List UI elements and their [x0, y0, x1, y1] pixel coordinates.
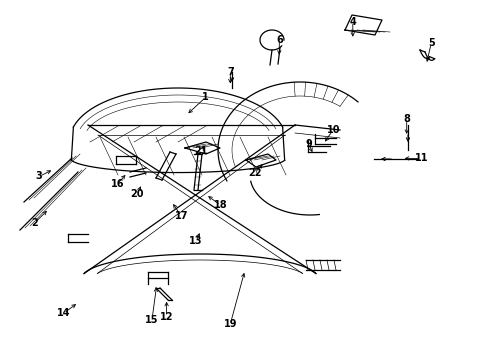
Text: 14: 14 — [57, 308, 71, 318]
Text: 22: 22 — [248, 168, 262, 178]
Text: 5: 5 — [428, 38, 435, 48]
Text: 10: 10 — [326, 125, 340, 135]
Text: 21: 21 — [194, 146, 208, 156]
Text: 9: 9 — [305, 139, 312, 149]
Text: 2: 2 — [31, 218, 38, 228]
Text: 15: 15 — [145, 315, 159, 325]
Text: 11: 11 — [415, 153, 428, 163]
Text: 1: 1 — [202, 92, 209, 102]
Text: 8: 8 — [403, 114, 410, 124]
Text: 19: 19 — [223, 319, 237, 329]
Text: 16: 16 — [111, 179, 124, 189]
Text: 18: 18 — [214, 200, 227, 210]
Text: 3: 3 — [36, 171, 43, 181]
Text: 7: 7 — [227, 67, 234, 77]
Text: 4: 4 — [349, 17, 356, 27]
Text: 6: 6 — [276, 35, 283, 45]
Text: 13: 13 — [189, 236, 203, 246]
Text: 20: 20 — [130, 189, 144, 199]
Text: 17: 17 — [174, 211, 188, 221]
Text: 12: 12 — [160, 312, 173, 322]
